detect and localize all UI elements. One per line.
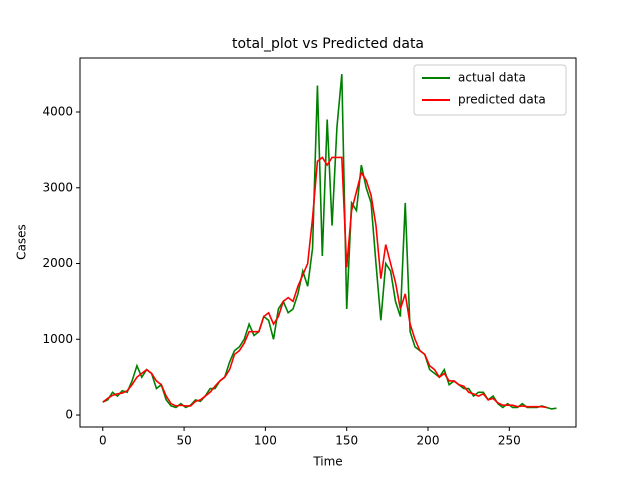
legend-box <box>413 64 567 116</box>
x-axis-label: Time <box>312 455 342 469</box>
y-tick-label: 1000 <box>42 332 73 346</box>
plot-frame <box>79 57 577 428</box>
y-tick-label: 4000 <box>42 105 73 119</box>
x-tick-label: 100 <box>254 434 277 448</box>
chart-title: total_plot vs Predicted data <box>232 36 424 52</box>
y-tick-label: 2000 <box>42 256 73 270</box>
data-line <box>102 156 547 409</box>
y-tick-label: 0 <box>65 408 73 422</box>
legend-label: predicted data <box>458 93 546 107</box>
x-tick-label: 0 <box>99 434 107 448</box>
y-tick-label: 3000 <box>42 180 73 194</box>
x-tick-label: 50 <box>176 434 191 448</box>
x-tick-label: 250 <box>498 434 521 448</box>
x-tick-label: 200 <box>417 434 440 448</box>
data-line <box>102 74 557 410</box>
y-axis-label: Cases <box>15 224 29 260</box>
legend-label: actual data <box>458 71 526 85</box>
x-tick-label: 150 <box>335 434 358 448</box>
